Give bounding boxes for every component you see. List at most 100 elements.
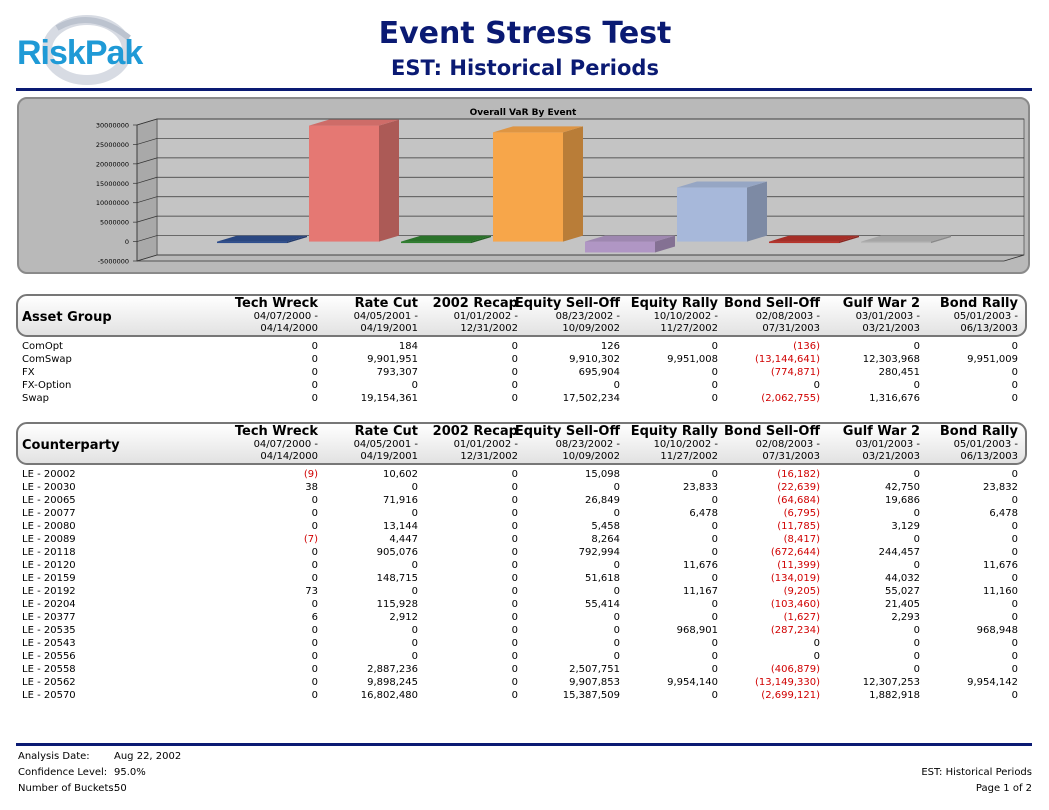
table-cell: (13,144,641): [754, 354, 820, 365]
table-cell: 905,076: [376, 547, 418, 558]
table-cell: 5,458: [591, 521, 620, 532]
table-cell: 0: [813, 651, 820, 662]
column-name: Equity Sell-Off: [514, 296, 620, 311]
table-cell: 0: [311, 560, 318, 571]
table-cell: 23,832: [983, 482, 1018, 493]
table-cell: 0: [613, 625, 620, 636]
table-row: ComSwap 0 9,901,951 0 9,910,302 9,951,008 (13,…: [0, 353, 1049, 366]
table-cell: 0: [411, 638, 418, 649]
footer-rule: [16, 743, 1032, 746]
column-date-to: 11/27/2002: [660, 323, 718, 334]
gridline: [136, 118, 1024, 126]
table-cell: 0: [711, 341, 718, 352]
table-cell: 0: [711, 367, 718, 378]
table-row: LE - 20002 (9) 10,602 0 15,098 0 (16,182) 0 0: [0, 468, 1049, 481]
table-cell: 12,303,968: [862, 354, 920, 365]
column-name: 2002 Recap: [432, 296, 518, 311]
table-row: ComOpt 0 184 0 126 0 (136) 0 0: [0, 340, 1049, 353]
table-cell: 0: [613, 380, 620, 391]
table-cell: 0: [411, 508, 418, 519]
table-cell: 0: [411, 380, 418, 391]
table-cell: 0: [511, 469, 518, 480]
table-cell: 12,307,253: [862, 677, 920, 688]
table-row: LE - 20543 0 0 0 0 0 0 0 0: [0, 637, 1049, 650]
table-cell: (22,639): [777, 482, 820, 493]
table-cell: 0: [813, 638, 820, 649]
table-cell: (9,205): [783, 586, 820, 597]
table-cell: 0: [511, 393, 518, 404]
logo-text: RiskPak: [17, 34, 143, 72]
row-label: LE - 20077: [22, 508, 76, 519]
column-date-to: 03/21/2003: [862, 323, 920, 334]
table-cell: 968,948: [976, 625, 1018, 636]
table-cell: 10,602: [383, 469, 418, 480]
table-cell: (8,417): [783, 534, 820, 545]
row-label: LE - 20543: [22, 638, 76, 649]
column-date-from: 08/23/2002 -: [555, 311, 620, 322]
bar: [401, 241, 471, 244]
table-cell: 9,910,302: [569, 354, 620, 365]
table-cell: 2,912: [389, 612, 418, 623]
column-header: Rate Cut 04/05/2001 -04/19/2001: [308, 296, 418, 335]
table-cell: (103,460): [770, 599, 820, 610]
table-cell: 6: [311, 612, 318, 623]
column-name: Bond Rally: [939, 296, 1018, 311]
table-cell: (11,399): [777, 560, 820, 571]
table-cell: (406,879): [770, 664, 820, 675]
bar-side: [287, 235, 307, 244]
table-cell: 695,904: [578, 367, 620, 378]
column-date-from: 10/10/2002 -: [653, 439, 718, 450]
table-cell: 0: [1011, 612, 1018, 623]
table-cell: 0: [311, 651, 318, 662]
chart-title: Overall VaR By Event: [470, 108, 577, 118]
table-row: LE - 20080 0 13,144 0 5,458 0 (11,785) 3,129 0: [0, 520, 1049, 533]
row-label: LE - 20377: [22, 612, 76, 623]
table-cell: 0: [411, 482, 418, 493]
table-cell: 0: [1011, 521, 1018, 532]
row-label: LE - 20089: [22, 534, 76, 545]
table-cell: 0: [511, 573, 518, 584]
column-date-from: 01/01/2002 -: [453, 311, 518, 322]
bar-side: [563, 126, 583, 242]
column-date-from: 05/01/2003 -: [953, 439, 1018, 450]
analysis-date-value: Aug 22, 2002: [114, 751, 182, 762]
table-cell: 0: [411, 586, 418, 597]
table-cell: 23,833: [683, 482, 718, 493]
table-cell: 793,307: [376, 367, 418, 378]
table-cell: (9): [303, 469, 318, 480]
table-cell: 0: [913, 638, 920, 649]
column-date-to: 06/13/2003: [960, 323, 1018, 334]
table-cell: 9,951,009: [967, 354, 1018, 365]
y-tick-label: 30000000: [96, 122, 129, 130]
column-date-to: 10/09/2002: [562, 451, 620, 462]
table-cell: 0: [1011, 638, 1018, 649]
column-name: Equity Rally: [630, 424, 718, 439]
table-cell: 0: [1011, 367, 1018, 378]
bar: [585, 241, 655, 253]
table-cell: (16,182): [777, 469, 820, 480]
column-name: Tech Wreck: [234, 296, 318, 311]
table-cell: 0: [711, 651, 718, 662]
table-cell: 0: [613, 638, 620, 649]
y-tick-label: 10000000: [96, 199, 129, 207]
row-label: LE - 20535: [22, 625, 76, 636]
table-cell: (672,644): [770, 547, 820, 558]
table-row: LE - 20118 0 905,076 0 792,994 0 (672,644) 244,…: [0, 546, 1049, 559]
table-cell: 0: [1011, 599, 1018, 610]
bar: [861, 241, 931, 244]
table-cell: (287,234): [770, 625, 820, 636]
table-cell: (2,699,121): [761, 690, 820, 701]
table-cell: 0: [311, 599, 318, 610]
table-cell: 1,882,918: [869, 690, 920, 701]
column-date-to: 12/31/2002: [460, 323, 518, 334]
row-label: FX: [22, 367, 35, 378]
table-cell: (64,684): [777, 495, 820, 506]
table-cell: 0: [511, 547, 518, 558]
table-cell: 15,387,509: [562, 690, 620, 701]
y-tick-label: 25000000: [96, 141, 129, 149]
column-name: Equity Sell-Off: [514, 424, 620, 439]
column-header: Bond Rally 05/01/2003 -06/13/2003: [908, 296, 1018, 335]
row-label: ComOpt: [22, 341, 63, 352]
table-cell: 0: [311, 367, 318, 378]
table-cell: 0: [1011, 534, 1018, 545]
